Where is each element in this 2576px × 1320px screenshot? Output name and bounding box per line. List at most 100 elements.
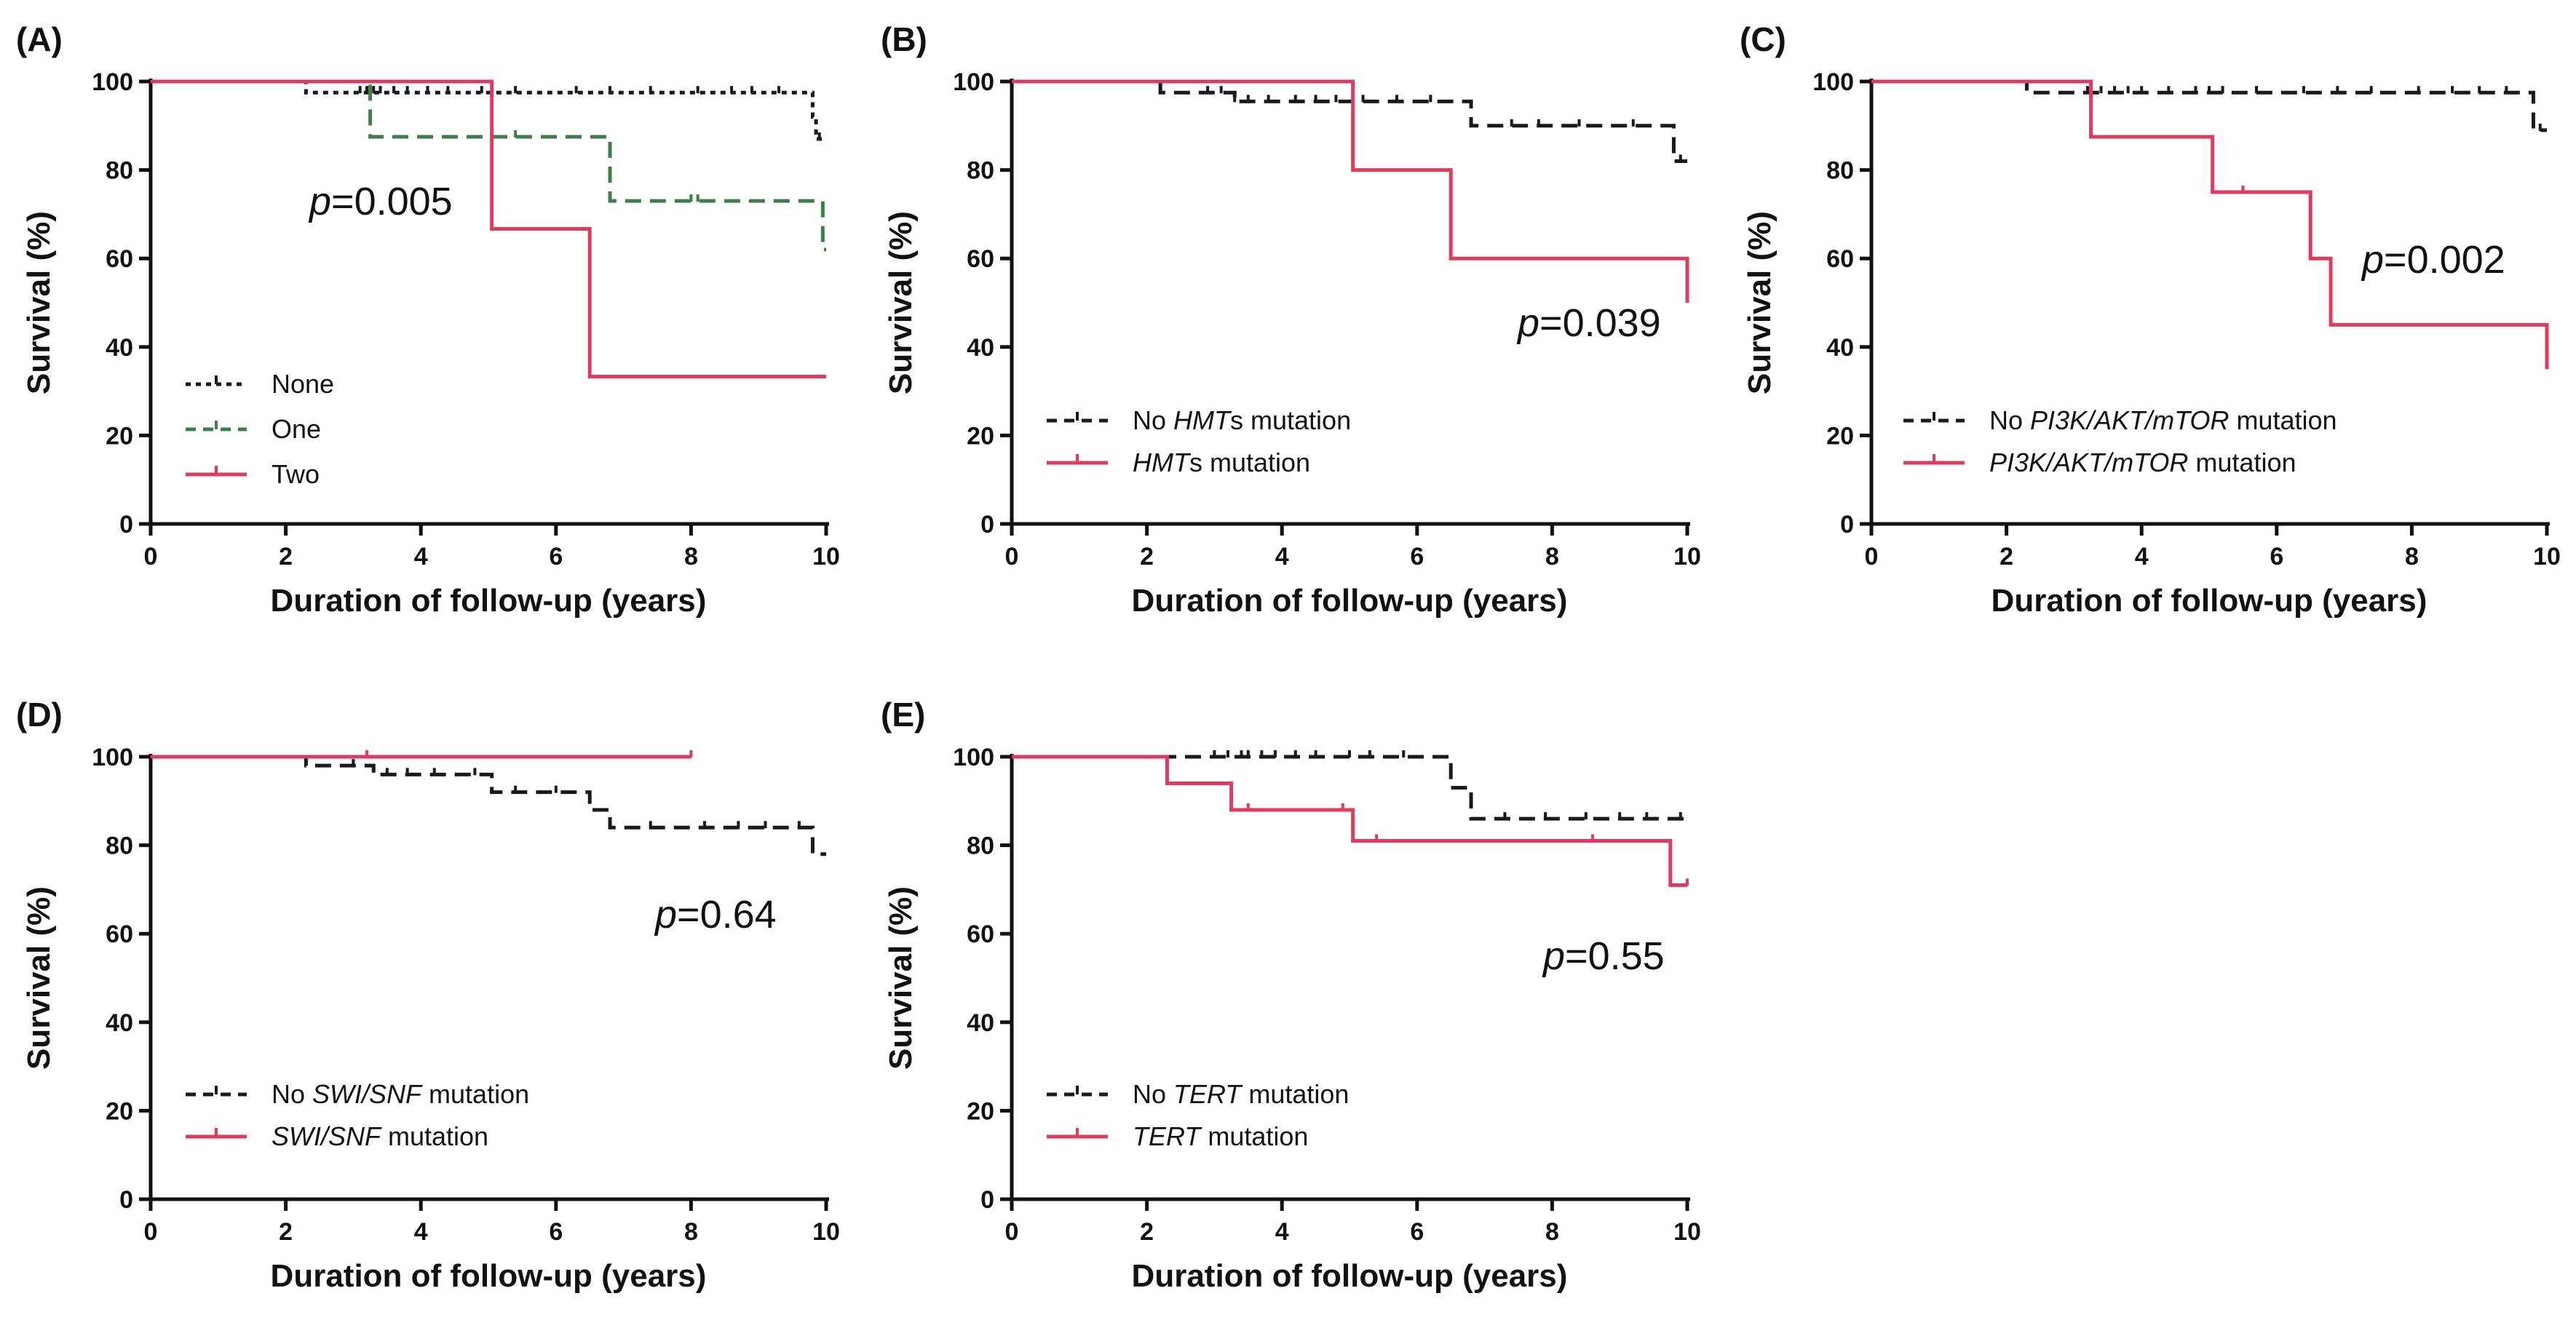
panel-label: (D)	[16, 696, 63, 733]
x-axis-title: Duration of follow-up (years)	[271, 1258, 707, 1294]
legend-label-part: No	[1989, 405, 2030, 435]
legend-label-part: mutation	[1241, 1079, 1349, 1109]
x-tick-label: 4	[1275, 1218, 1289, 1246]
legend-label-part: mutation	[1200, 1121, 1308, 1151]
p-value: p=0.039	[1516, 301, 1661, 345]
legend-label-part: mutation	[2188, 448, 2296, 477]
y-axis-title: Survival (%)	[883, 886, 919, 1070]
legend-label-part: PI3K/AKT/mTOR	[1989, 448, 2188, 477]
x-tick-label: 8	[684, 543, 698, 570]
x-tick-label: 8	[684, 1218, 698, 1246]
y-axis-title: Survival (%)	[883, 211, 919, 394]
p-value-number: =0.002	[2384, 238, 2505, 282]
x-tick-label: 8	[2405, 543, 2419, 570]
x-tick-label: 6	[1410, 1218, 1424, 1246]
x-axis-title: Duration of follow-up (years)	[1992, 583, 2428, 619]
y-tick-label: 80	[106, 157, 133, 185]
y-tick-label: 60	[1826, 245, 1854, 273]
y-tick-label: 80	[1826, 157, 1854, 185]
y-tick-label: 100	[92, 744, 133, 771]
x-tick-label: 0	[144, 543, 158, 570]
panel-label: (A)	[16, 20, 63, 58]
x-tick-label: 2	[279, 543, 293, 570]
p-value: p=0.005	[308, 180, 453, 223]
x-tick-label: 2	[1140, 1218, 1154, 1246]
legend-label: One	[272, 414, 321, 444]
x-tick-label: 10	[1673, 1218, 1701, 1246]
y-tick-label: 0	[980, 511, 994, 538]
legend-label-part: SWI/SNF	[272, 1121, 382, 1151]
y-tick-label: 40	[967, 334, 994, 362]
y-tick-label: 60	[967, 921, 994, 948]
x-tick-label: 4	[1275, 543, 1289, 570]
y-axis-title: Survival (%)	[21, 886, 57, 1070]
km-curve-pi3k-akt-mtor-mutation	[1871, 79, 2549, 370]
p-value-symbol: p	[2361, 238, 2384, 282]
x-tick-label: 6	[2270, 543, 2283, 570]
y-tick-label: 20	[1826, 422, 1854, 450]
y-tick-label: 100	[92, 68, 133, 96]
p-value-number: =0.005	[331, 180, 453, 223]
y-tick-label: 40	[967, 1009, 994, 1037]
x-tick-label: 6	[549, 543, 563, 570]
p-value-symbol: p	[308, 180, 331, 223]
y-tick-label: 60	[106, 245, 133, 273]
x-axis-title: Duration of follow-up (years)	[1132, 1258, 1568, 1294]
y-tick-label: 20	[106, 422, 133, 450]
x-axis-title: Duration of follow-up (years)	[1132, 583, 1568, 619]
x-tick-label: 10	[812, 543, 840, 570]
x-tick-label: 8	[1545, 1218, 1559, 1246]
legend-label: SWI/SNF mutation	[272, 1121, 488, 1151]
y-tick-label: 0	[119, 511, 133, 538]
km-curve-none	[151, 79, 826, 141]
p-value-symbol: p	[1516, 301, 1539, 345]
p-value-symbol: p	[1542, 934, 1565, 978]
y-axis-title: Survival (%)	[1742, 211, 1778, 394]
legend-label: No SWI/SNF mutation	[272, 1079, 529, 1109]
x-tick-label: 0	[144, 1218, 158, 1246]
y-tick-label: 100	[953, 68, 994, 96]
x-tick-label: 10	[1673, 543, 1701, 570]
y-tick-label: 60	[106, 921, 133, 948]
y-tick-label: 20	[967, 1097, 994, 1125]
p-value-number: =0.55	[1565, 934, 1665, 978]
y-tick-label: 60	[967, 245, 994, 273]
legend-label-part: HMT	[1133, 448, 1192, 477]
legend-label-part: None	[272, 369, 334, 399]
legend-label-part: s mutation	[1189, 448, 1310, 477]
p-value-number: =0.64	[677, 893, 777, 937]
legend-label: HMTs mutation	[1133, 448, 1310, 477]
x-tick-label: 10	[2533, 543, 2561, 570]
legend-label-part: HMT	[1173, 405, 1232, 435]
legend-label: TERT mutation	[1133, 1121, 1308, 1151]
y-axis-title: Survival (%)	[21, 211, 57, 394]
legend-label-part: PI3K/AKT/mTOR	[2030, 405, 2229, 435]
legend-label: No HMTs mutation	[1133, 405, 1351, 435]
km-curve-no-swi-snf-mutation	[151, 755, 826, 856]
legend-label-part: Two	[272, 459, 320, 489]
legend-label: Two	[272, 459, 320, 489]
km-curve-no-hmts-mutation	[1012, 79, 1687, 163]
y-tick-label: 100	[953, 744, 994, 771]
legend-label: No TERT mutation	[1133, 1079, 1349, 1109]
y-tick-label: 0	[119, 1186, 133, 1214]
p-value-number: =0.039	[1539, 301, 1661, 345]
x-tick-label: 6	[549, 1218, 563, 1246]
y-tick-label: 20	[967, 422, 994, 450]
x-axis-title: Duration of follow-up (years)	[271, 583, 707, 619]
panel-label: (C)	[1740, 20, 1786, 58]
x-tick-label: 0	[1865, 543, 1879, 570]
y-tick-label: 40	[106, 1009, 133, 1037]
p-value: p=0.55	[1542, 934, 1665, 978]
y-tick-label: 80	[967, 832, 994, 860]
legend-label-part: One	[272, 414, 321, 444]
km-curve-one	[151, 79, 826, 252]
panel-label: (E)	[881, 696, 925, 733]
km-curve-two	[151, 79, 826, 379]
legend-label-part: mutation	[2229, 405, 2337, 435]
legend-label-part: No	[272, 1079, 312, 1109]
